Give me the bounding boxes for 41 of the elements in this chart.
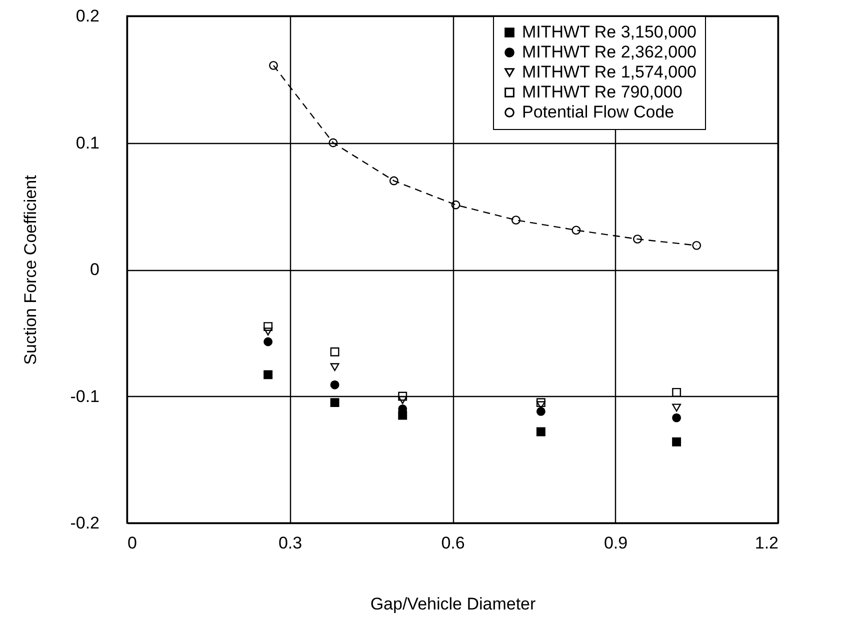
x-tick-label: 0.6 [441,534,465,552]
x-axis-title: Gap/Vehicle Diameter [370,594,536,614]
point [330,398,340,408]
legend-label: MITHWT Re 1,574,000 [522,62,696,82]
point [451,200,460,210]
point [672,437,682,446]
legend-label: Potential Flow Code [522,102,674,122]
y-tick-label: -0.1 [70,386,100,406]
y-tick-label: 0.1 [76,133,100,152]
point [264,322,273,332]
point [269,60,278,70]
x-tick-label: 0.9 [604,534,628,552]
point [536,406,546,416]
point [672,388,682,397]
legend-label: MITHWT Re 2,362,000 [522,42,696,62]
point [264,370,273,380]
point [389,176,398,186]
y-tick-label: -0.2 [70,514,100,532]
point [672,404,682,412]
y-axis-title: Suction Force Coefficient [21,174,40,365]
point [512,216,520,225]
point [328,138,338,148]
y-tick-label: 0 [90,260,100,279]
point [572,226,581,235]
point [264,328,273,336]
point [536,398,546,408]
point [330,363,340,372]
x-tick-label: 0.3 [278,534,302,552]
point [330,380,340,390]
x-tick-label: 1.2 [754,534,778,552]
point [536,427,546,436]
y-tick-label: 0.2 [76,6,100,26]
point [330,347,340,356]
point [264,337,273,346]
legend-label: MITHWT Re 790,000 [522,82,682,102]
point [633,234,642,244]
legend-label: MITHWT Re 3,150,000 [522,22,696,42]
point [672,413,682,422]
point [692,240,702,250]
point [398,392,408,401]
x-tick-label: 0 [128,534,137,552]
